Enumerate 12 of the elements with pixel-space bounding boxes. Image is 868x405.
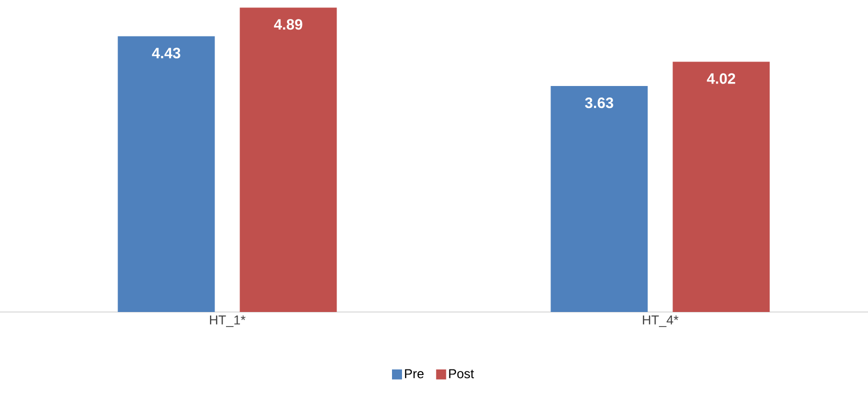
bar [672, 62, 770, 312]
x-tick-label: HT_4* [642, 316, 678, 328]
x-tick-label: HT_1* [210, 316, 246, 328]
bar [550, 86, 648, 312]
data-label: 4.43 [152, 48, 180, 58]
legend-label: Post [449, 369, 474, 378]
bar [240, 8, 337, 312]
data-label: 3.63 [585, 98, 614, 108]
data-label: 4.89 [274, 19, 302, 30]
legend-label: Pre [405, 369, 424, 378]
bar [118, 36, 215, 312]
data-label: 4.02 [706, 73, 736, 84]
